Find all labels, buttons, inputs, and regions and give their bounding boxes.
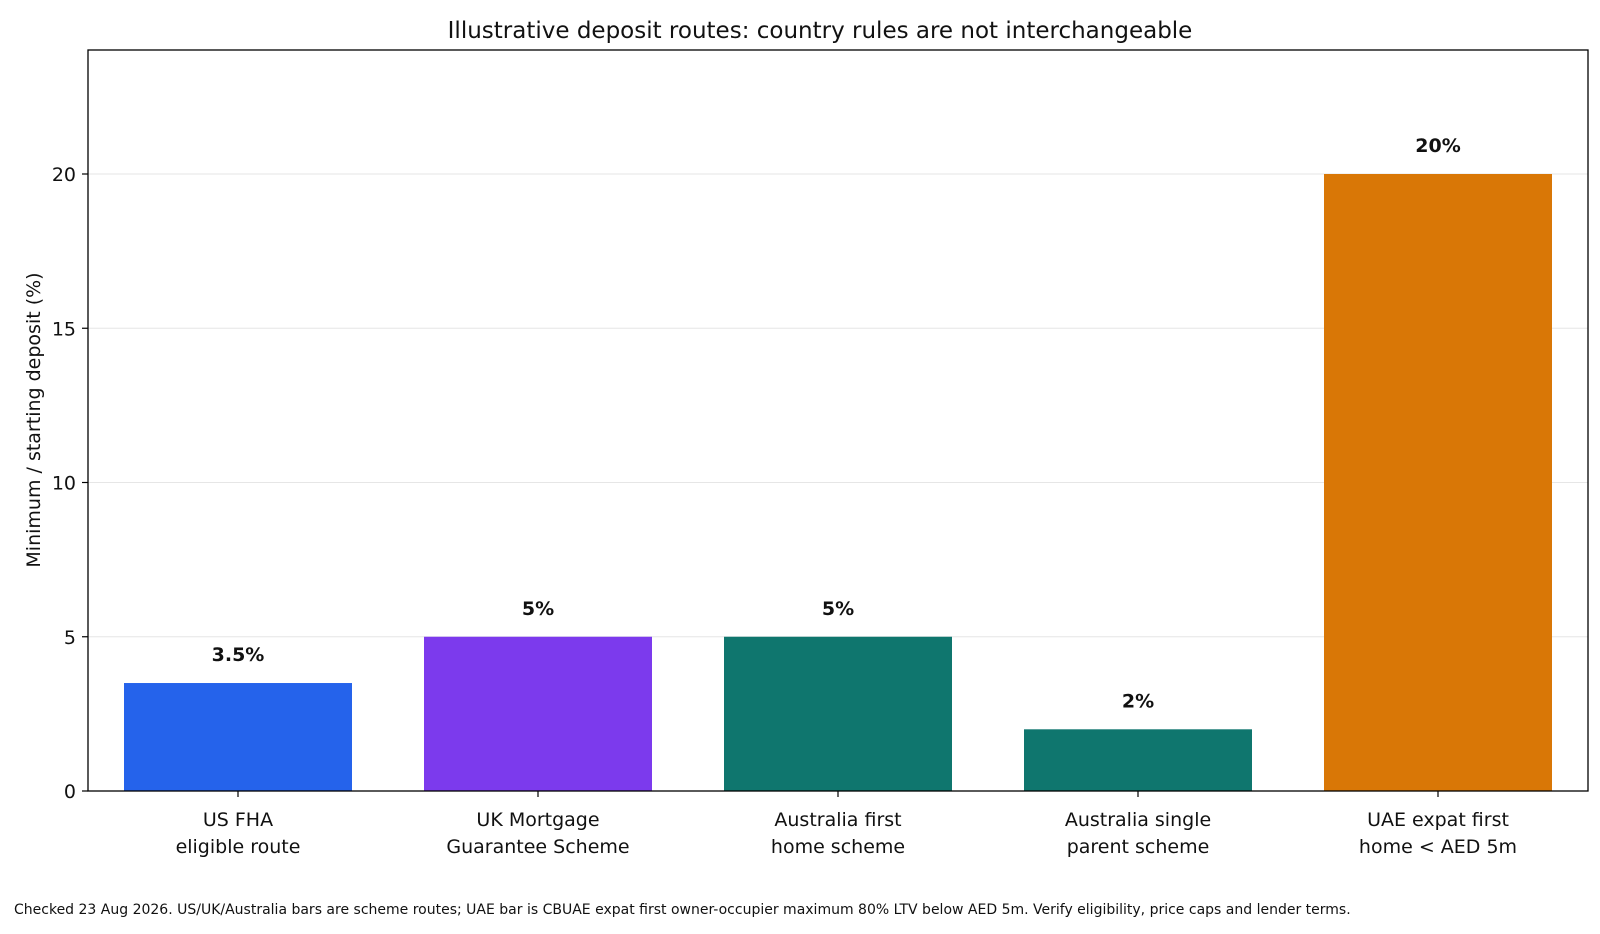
x-axis: US FHA eligible route UK Mortgage Guarantee… bbox=[176, 791, 1517, 858]
x-tick-label: Guarantee Scheme bbox=[446, 836, 629, 858]
y-tick-label: 15 bbox=[52, 318, 76, 340]
x-tick-label: Australia single bbox=[1065, 809, 1211, 831]
data-label: 5% bbox=[522, 598, 554, 620]
x-tick-label: eligible route bbox=[176, 836, 301, 858]
x-tick-label: UK Mortgage bbox=[476, 809, 599, 831]
bar bbox=[424, 636, 652, 791]
data-labels: 3.5% 5% 5% 2% 20% bbox=[212, 135, 1461, 712]
x-tick-label: Australia first bbox=[774, 809, 901, 831]
bar bbox=[724, 636, 952, 791]
data-label: 5% bbox=[822, 598, 854, 620]
x-tick-label: UAE expat first bbox=[1367, 809, 1509, 831]
data-label: 20% bbox=[1415, 135, 1460, 157]
bars bbox=[124, 174, 1552, 791]
y-tick-label: 10 bbox=[52, 473, 76, 495]
bar bbox=[1024, 729, 1252, 791]
chart-title: Illustrative deposit routes: country rul… bbox=[448, 18, 1193, 44]
bar bbox=[1324, 174, 1552, 791]
bar bbox=[124, 683, 352, 791]
y-axis: 0 5 10 15 20 bbox=[52, 164, 88, 803]
x-tick-label: home scheme bbox=[771, 836, 905, 858]
footnote: Checked 23 Aug 2026. US/UK/Australia bar… bbox=[14, 902, 1351, 918]
data-label: 2% bbox=[1122, 690, 1154, 712]
y-tick-label: 20 bbox=[52, 164, 76, 186]
y-tick-label: 5 bbox=[64, 627, 76, 649]
x-tick-label: parent scheme bbox=[1067, 836, 1210, 858]
x-tick-label: home < AED 5m bbox=[1359, 836, 1517, 858]
data-label: 3.5% bbox=[212, 644, 265, 666]
y-axis-label: Minimum / starting deposit (%) bbox=[23, 272, 45, 567]
y-tick-label: 0 bbox=[64, 781, 76, 803]
x-tick-label: US FHA bbox=[203, 809, 273, 831]
